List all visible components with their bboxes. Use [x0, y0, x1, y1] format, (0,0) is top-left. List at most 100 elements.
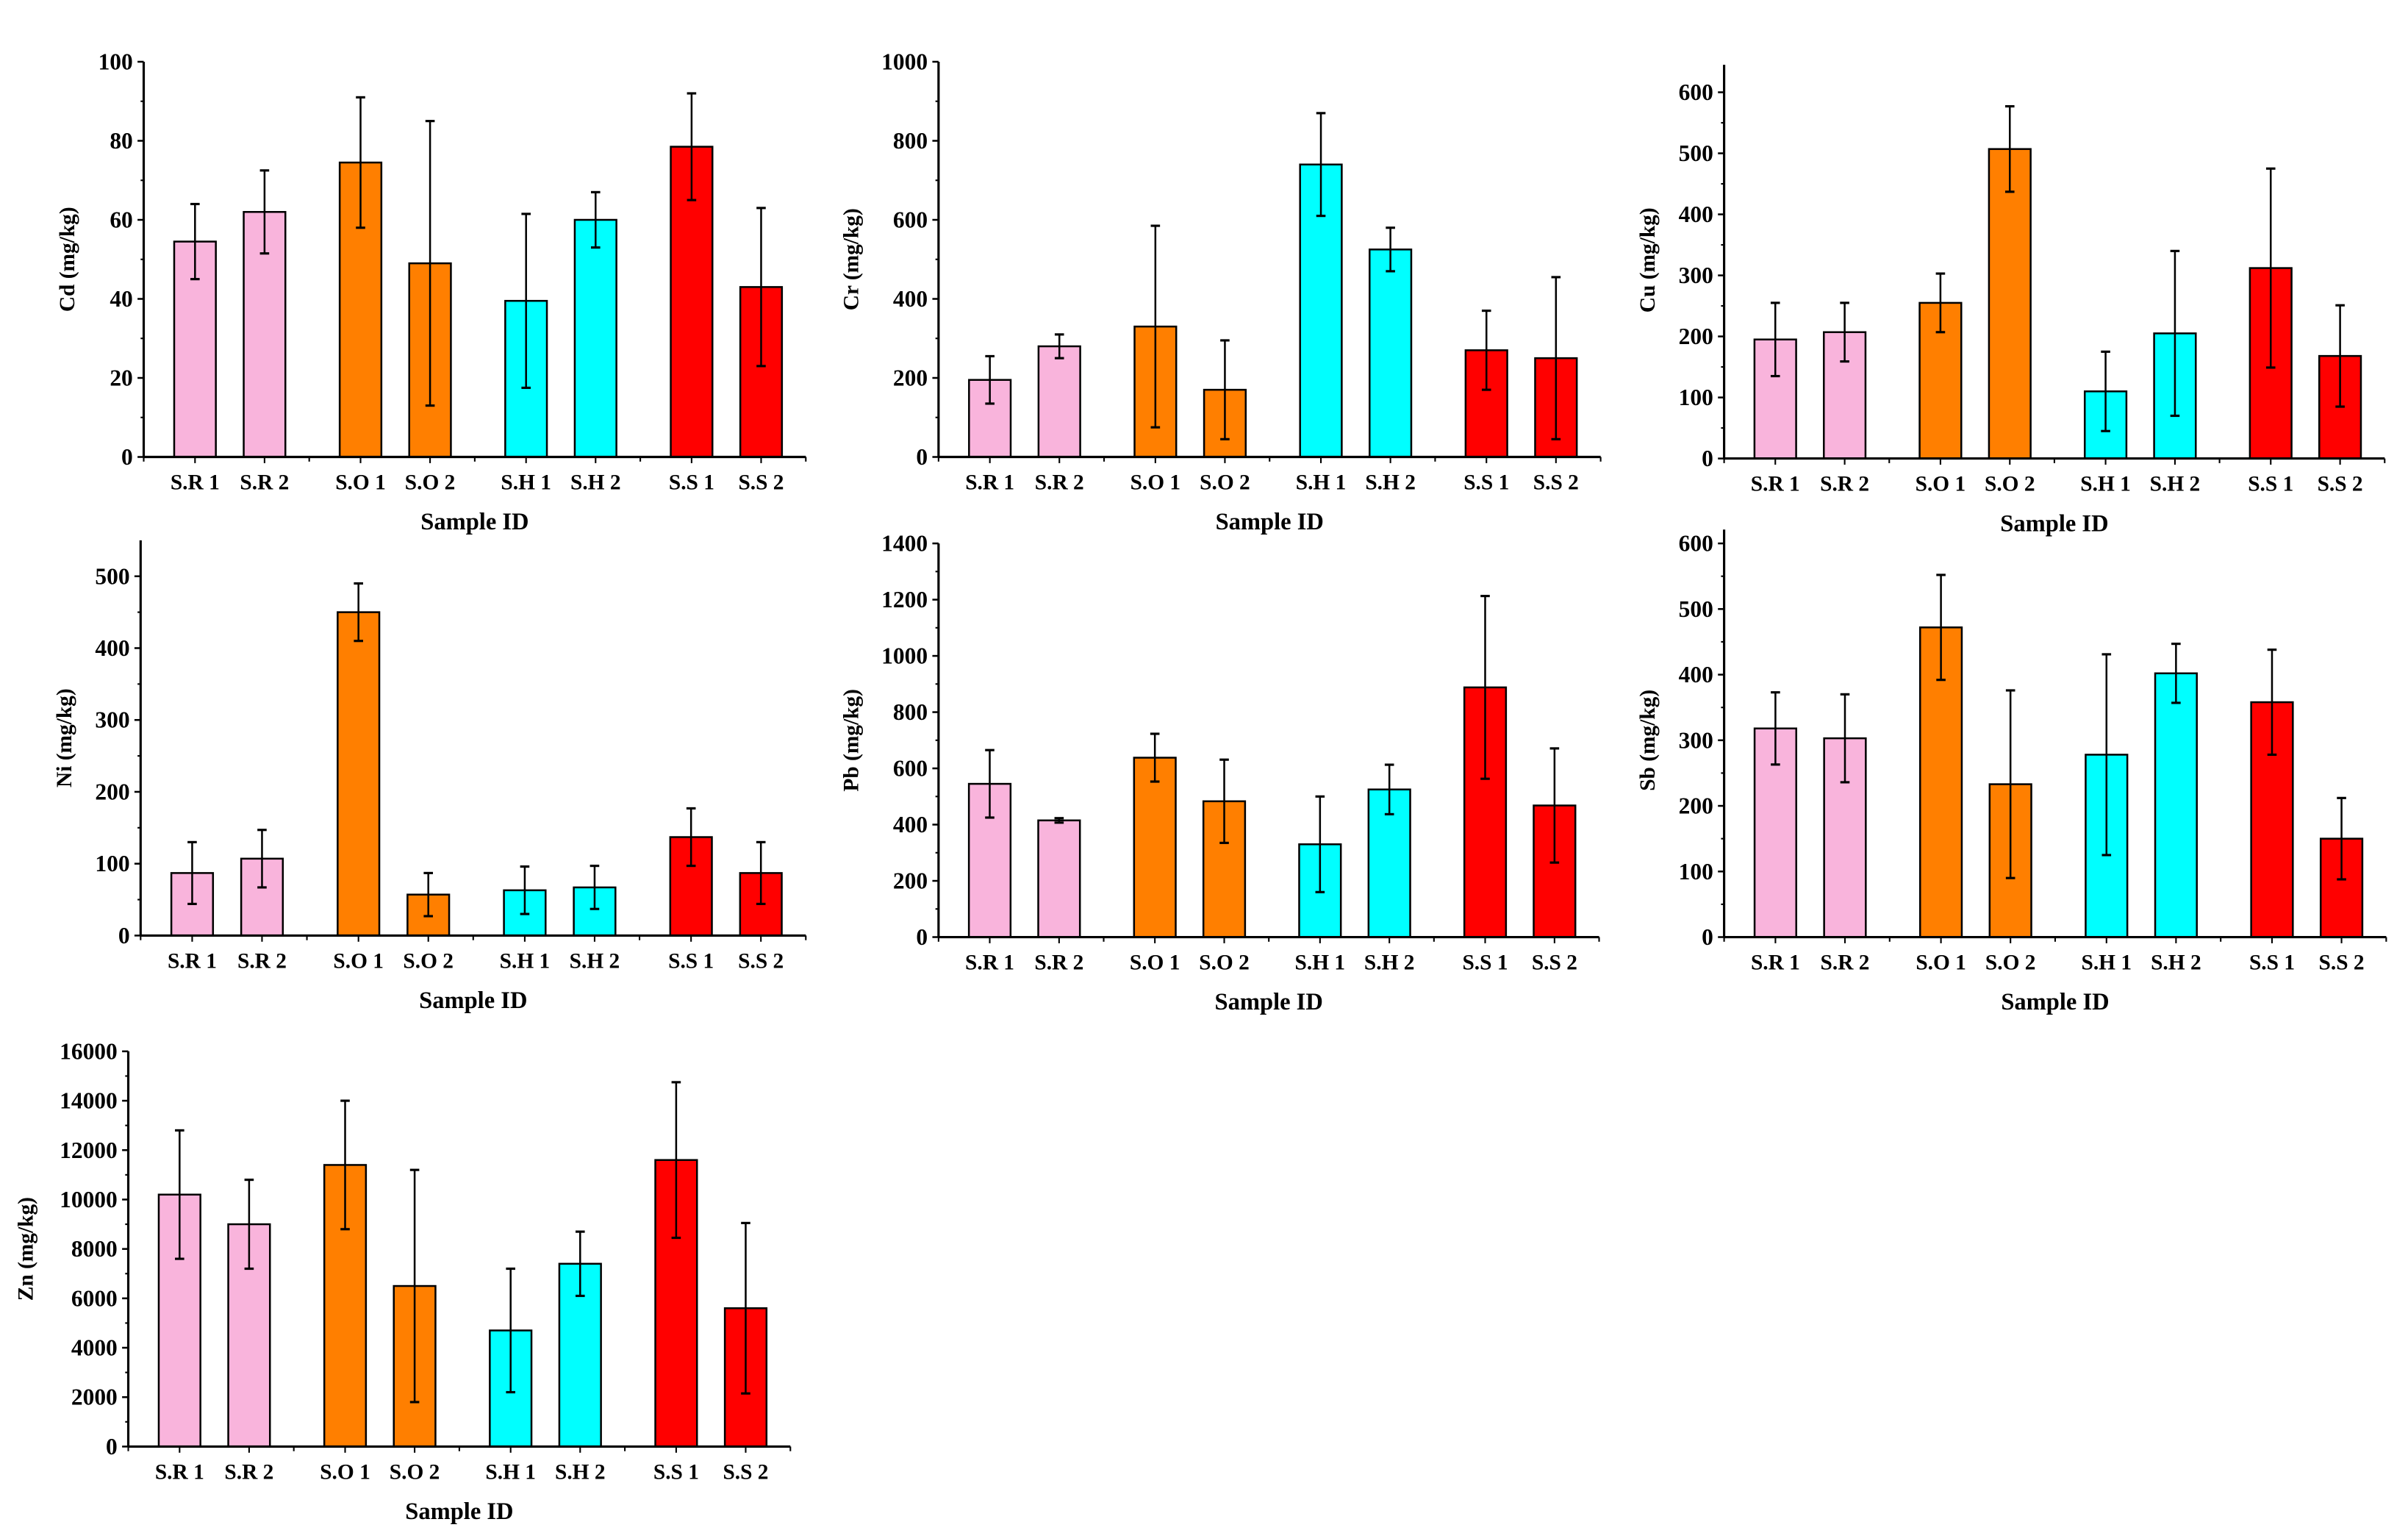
y-tick-label: 20: [110, 365, 132, 391]
y-tick-label: 200: [1679, 793, 1713, 819]
x-tick-label: S.R 1: [168, 950, 217, 973]
y-tick-label: 400: [1679, 201, 1713, 227]
x-tick-label: S.S 1: [2248, 473, 2293, 496]
bar-ss1: [669, 836, 713, 937]
error-bar: [520, 865, 530, 915]
y-tick-label: 200: [893, 868, 928, 894]
y-tick-label: 1000: [881, 49, 928, 74]
x-tick-label: S.S 1: [1462, 951, 1508, 975]
x-tick-label: S.S 2: [2319, 951, 2365, 975]
y-tick-label: 600: [1679, 79, 1713, 105]
x-tick-label: S.S 2: [2318, 473, 2363, 496]
x-tick-label: S.O 2: [390, 1461, 440, 1484]
y-tick-label: 400: [893, 286, 928, 312]
bar-so2: [1988, 148, 2032, 460]
bar-sr2: [1037, 819, 1081, 938]
error-bar: [756, 207, 766, 368]
x-tick-label: S.O 2: [1985, 473, 2035, 496]
error-bar: [2171, 643, 2181, 704]
y-tick-label: 600: [893, 756, 928, 782]
error-bar: [1770, 301, 1780, 378]
x-tick-label: S.R 1: [1751, 473, 1800, 496]
error-bar: [187, 840, 197, 905]
y-tick-label: 500: [1679, 596, 1713, 622]
error-bar: [259, 169, 270, 255]
error-bar: [1551, 276, 1561, 440]
chart-panel-cr: S.R 1 S.R 2 S.O 1 S.O 2 S.H 1 S.H 2 S.S 1 S.S 2…: [840, 49, 1602, 535]
error-bar: [1054, 817, 1064, 824]
x-tick-label: S.H 2: [570, 471, 621, 495]
chart-panel-zn: S.R 1 S.R 2 S.O 1 S.O 2 S.H 1 S.H 2 S.S 1 S.S 2…: [14, 1038, 792, 1525]
y-axis-label: Sb (mg/kg): [1636, 690, 1660, 791]
y-axis-label: Cr (mg/kg): [840, 208, 864, 310]
x-tick-label: S.S 1: [653, 1461, 699, 1484]
x-tick-label: S.R 1: [965, 471, 1014, 495]
y-tick-label: 0: [106, 1434, 118, 1459]
error-bar: [985, 354, 995, 405]
y-tick-label: 400: [95, 635, 129, 661]
x-tick-label: S.O 1: [335, 471, 386, 495]
x-axis-label: Sample ID: [2001, 989, 2109, 1015]
error-bar: [175, 1129, 184, 1260]
y-tick-label: 80: [110, 128, 132, 154]
x-tick-label: S.O 1: [1130, 951, 1180, 975]
x-tick-label: S.R 1: [965, 951, 1014, 975]
x-tick-label: S.O 2: [1985, 951, 2036, 975]
x-tick-label: S.H 1: [501, 471, 551, 495]
y-axis-label: Zn (mg/kg): [14, 1197, 37, 1301]
y-tick-label: 1000: [881, 643, 928, 669]
error-bar: [2005, 689, 2015, 879]
x-tick-label: S.H 1: [1296, 471, 1347, 495]
x-tick-label: S.O 2: [403, 950, 454, 973]
error-bar: [2101, 653, 2112, 857]
y-tick-label: 100: [95, 851, 129, 876]
bar-sh2: [1369, 249, 1413, 458]
error-bar: [356, 96, 365, 229]
x-axis-label: Sample ID: [1215, 989, 1323, 1015]
bar-sr2: [1037, 345, 1081, 458]
y-tick-label: 200: [95, 779, 129, 804]
error-bar: [590, 190, 601, 249]
bar-so1: [1133, 757, 1177, 938]
y-tick-label: 600: [893, 207, 928, 232]
x-tick-label: S.O 1: [1916, 473, 1966, 496]
x-tick-label: S.H 1: [485, 1461, 536, 1484]
x-tick-label: S.R 1: [171, 471, 220, 495]
error-bar: [1936, 573, 1946, 682]
x-tick-label: S.H 1: [500, 950, 551, 973]
x-tick-label: S.R 2: [240, 471, 289, 495]
chart-panel-sb: S.R 1 S.R 2 S.O 1 S.O 2 S.H 1 S.H 2 S.S 1 S.S 2…: [1636, 529, 2387, 1015]
x-axis-label: Sample ID: [405, 1498, 513, 1525]
x-tick-label: S.R 2: [224, 1461, 273, 1484]
y-tick-label: 0: [1702, 446, 1713, 471]
error-bar: [354, 582, 363, 643]
y-tick-label: 300: [95, 707, 129, 733]
chart-panel-pb: S.R 1 S.R 2 S.O 1 S.O 2 S.H 1 S.H 2 S.S 1 S.S 2…: [840, 531, 1600, 1015]
y-tick-label: 60: [110, 207, 132, 232]
x-tick-label: S.R 2: [1821, 951, 1870, 975]
x-tick-label: S.S 2: [723, 1461, 768, 1484]
y-tick-label: 0: [118, 923, 130, 948]
error-bar: [1549, 747, 1560, 864]
y-tick-label: 1200: [881, 587, 928, 612]
y-tick-label: 300: [1679, 727, 1713, 753]
y-axis-label: Cd (mg/kg): [56, 207, 79, 312]
y-tick-label: 400: [893, 812, 928, 837]
y-tick-label: 0: [916, 924, 928, 950]
bar-sh2: [573, 218, 617, 458]
y-tick-label: 0: [1702, 924, 1713, 950]
error-bar: [506, 1267, 516, 1394]
error-bar: [2170, 249, 2180, 418]
error-bar: [340, 1099, 350, 1231]
x-tick-label: S.H 1: [2080, 473, 2131, 496]
x-tick-label: S.S 2: [738, 950, 784, 973]
y-tick-label: 14000: [60, 1088, 118, 1114]
x-axis-label: Sample ID: [420, 509, 528, 535]
x-tick-label: S.S 2: [1532, 951, 1577, 975]
error-bar: [741, 1221, 750, 1395]
y-tick-label: 1400: [881, 531, 928, 557]
x-tick-label: S.O 1: [1916, 951, 1966, 975]
error-bar: [425, 120, 435, 407]
y-tick-label: 500: [1679, 140, 1713, 166]
